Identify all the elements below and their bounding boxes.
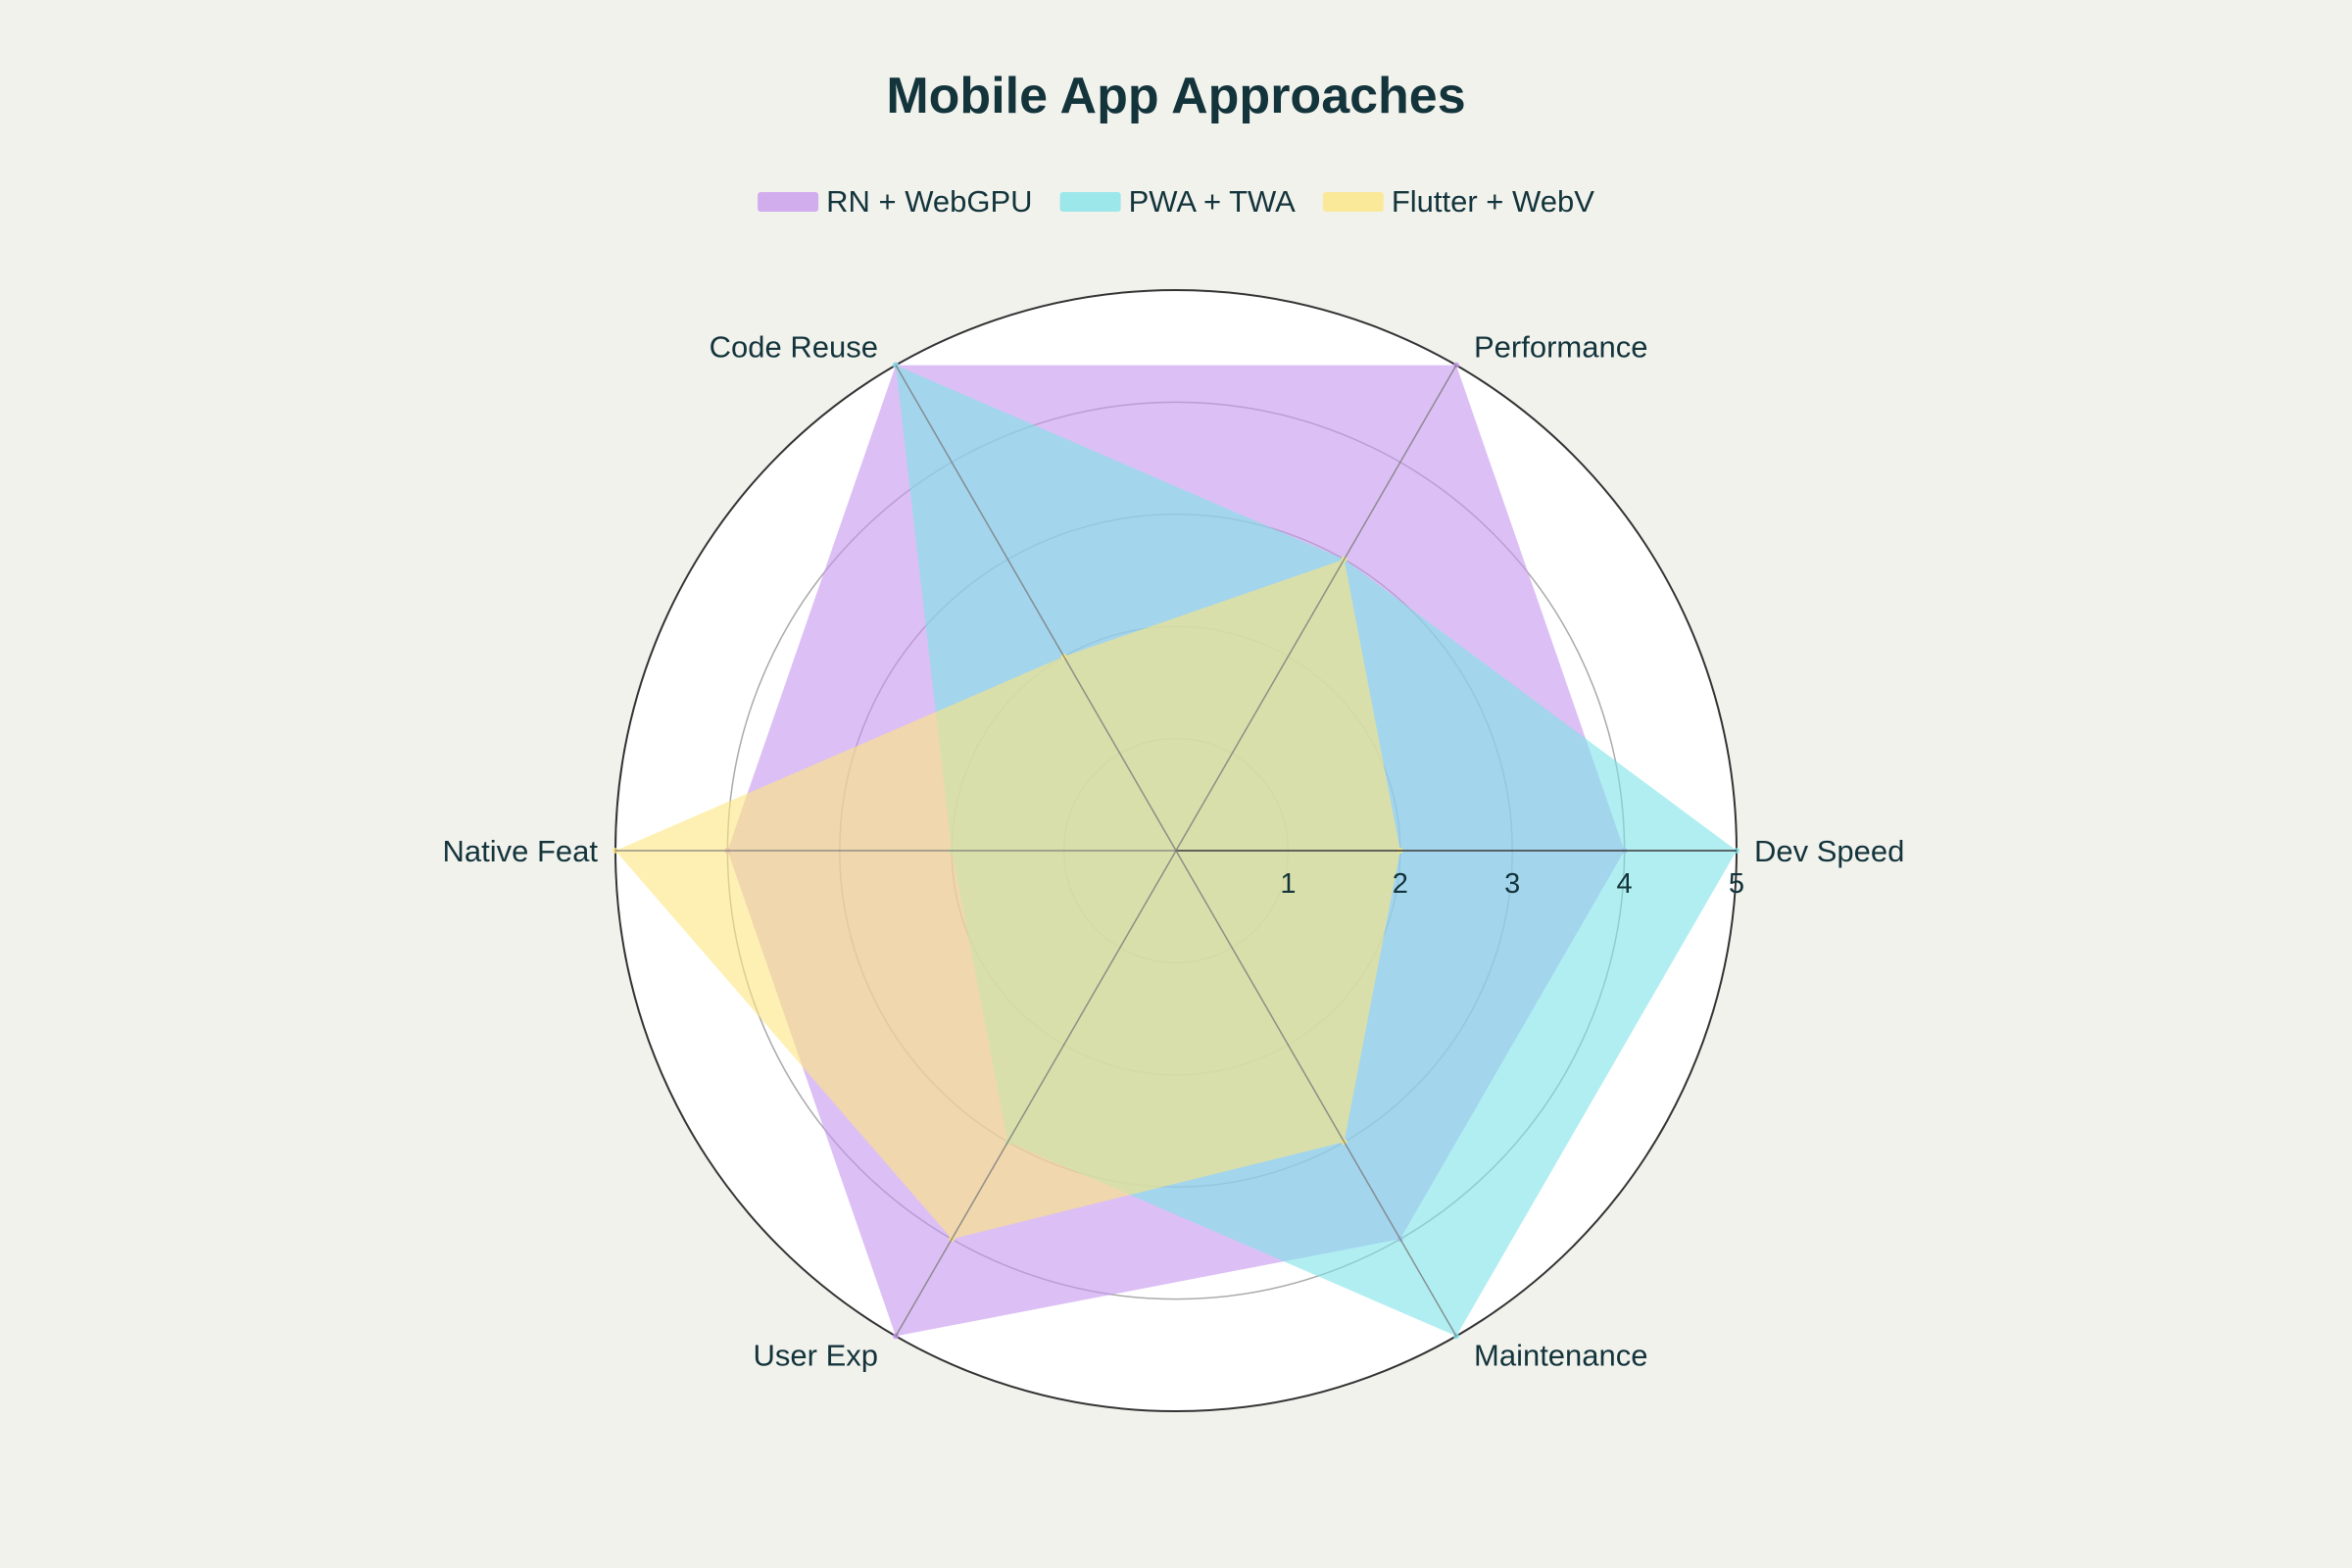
spoke-line	[895, 850, 1177, 1337]
angular-spokes	[615, 365, 1737, 1337]
spoke-line	[895, 365, 1177, 852]
radial-tick-label: 2	[1393, 868, 1408, 900]
radial-tick-label: 4	[1617, 868, 1633, 900]
legend: RN + WebGPU PWA + TWA Flutter + WebV	[758, 184, 1594, 219]
category-label: Maintenance	[1474, 1338, 1648, 1372]
legend-swatch	[758, 192, 819, 212]
radial-tick-label: 5	[1729, 868, 1744, 900]
series-area-3	[615, 559, 1400, 1240]
category-label: Dev Speed	[1754, 834, 1904, 868]
legend-label: RN + WebGPU	[826, 184, 1032, 219]
chart-title: Mobile App Approaches	[886, 68, 1465, 124]
legend-label: PWA + TWA	[1129, 184, 1297, 219]
legend-swatch	[1322, 192, 1384, 212]
radial-tick-labels: 1 2 3 4 5	[1280, 868, 1744, 900]
category-label: Code Reuse	[710, 330, 878, 365]
legend-label: Flutter + WebV	[1392, 184, 1594, 219]
category-labels: Dev Speed Performance Code Reuse Native Fea…	[442, 330, 1904, 1373]
radial-tick-label: 1	[1280, 868, 1296, 900]
spoke-line	[1175, 850, 1457, 1337]
legend-swatch	[1059, 192, 1121, 212]
spoke-line	[1175, 365, 1457, 852]
radial-tick-label: 3	[1504, 868, 1520, 900]
category-label: Performance	[1474, 330, 1647, 365]
category-label: User Exp	[754, 1338, 878, 1372]
category-label: Native Feat	[442, 834, 598, 868]
